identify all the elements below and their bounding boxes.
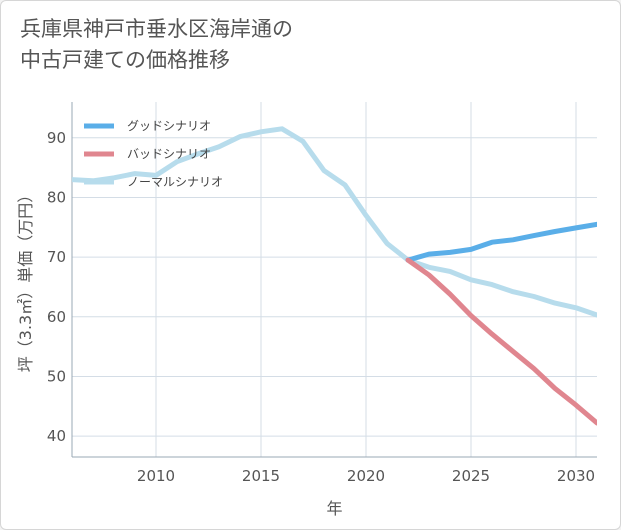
y-axis-label: 坪（3.3㎡）単価（万円） <box>16 187 35 372</box>
y-tick-label: 50 <box>47 367 66 385</box>
plot-area <box>72 102 597 457</box>
legend-label: バッドシナリオ <box>127 147 211 161</box>
x-tick-label: 2020 <box>347 467 385 485</box>
x-tick-label: 2030 <box>557 467 595 485</box>
series-line-1 <box>405 221 597 263</box>
legend-label: ノーマルシナリオ <box>127 175 223 189</box>
x-axis-label: 年 <box>326 499 342 518</box>
chart-title-line-1: 兵庫県神戸市垂水区海岸通の <box>20 17 293 41</box>
chart-title: 兵庫県神戸市垂水区海岸通の 中古戸建ての価格推移 <box>20 14 293 76</box>
y-tick-label: 80 <box>47 188 66 206</box>
x-tick-label: 2015 <box>242 467 280 485</box>
y-tick-label: 60 <box>47 308 66 326</box>
y-tick-label: 90 <box>47 129 66 147</box>
x-tick-label: 2010 <box>137 467 175 485</box>
x-tick-label: 2025 <box>452 467 490 485</box>
y-tick-label: 70 <box>47 248 66 266</box>
chart-title-line-2: 中古戸建ての価格推移 <box>20 48 230 72</box>
series-line-2 <box>405 257 597 426</box>
series-line-3 <box>72 126 597 318</box>
y-tick-label: 40 <box>47 427 66 445</box>
legend-label: グッドシナリオ <box>127 119 211 133</box>
